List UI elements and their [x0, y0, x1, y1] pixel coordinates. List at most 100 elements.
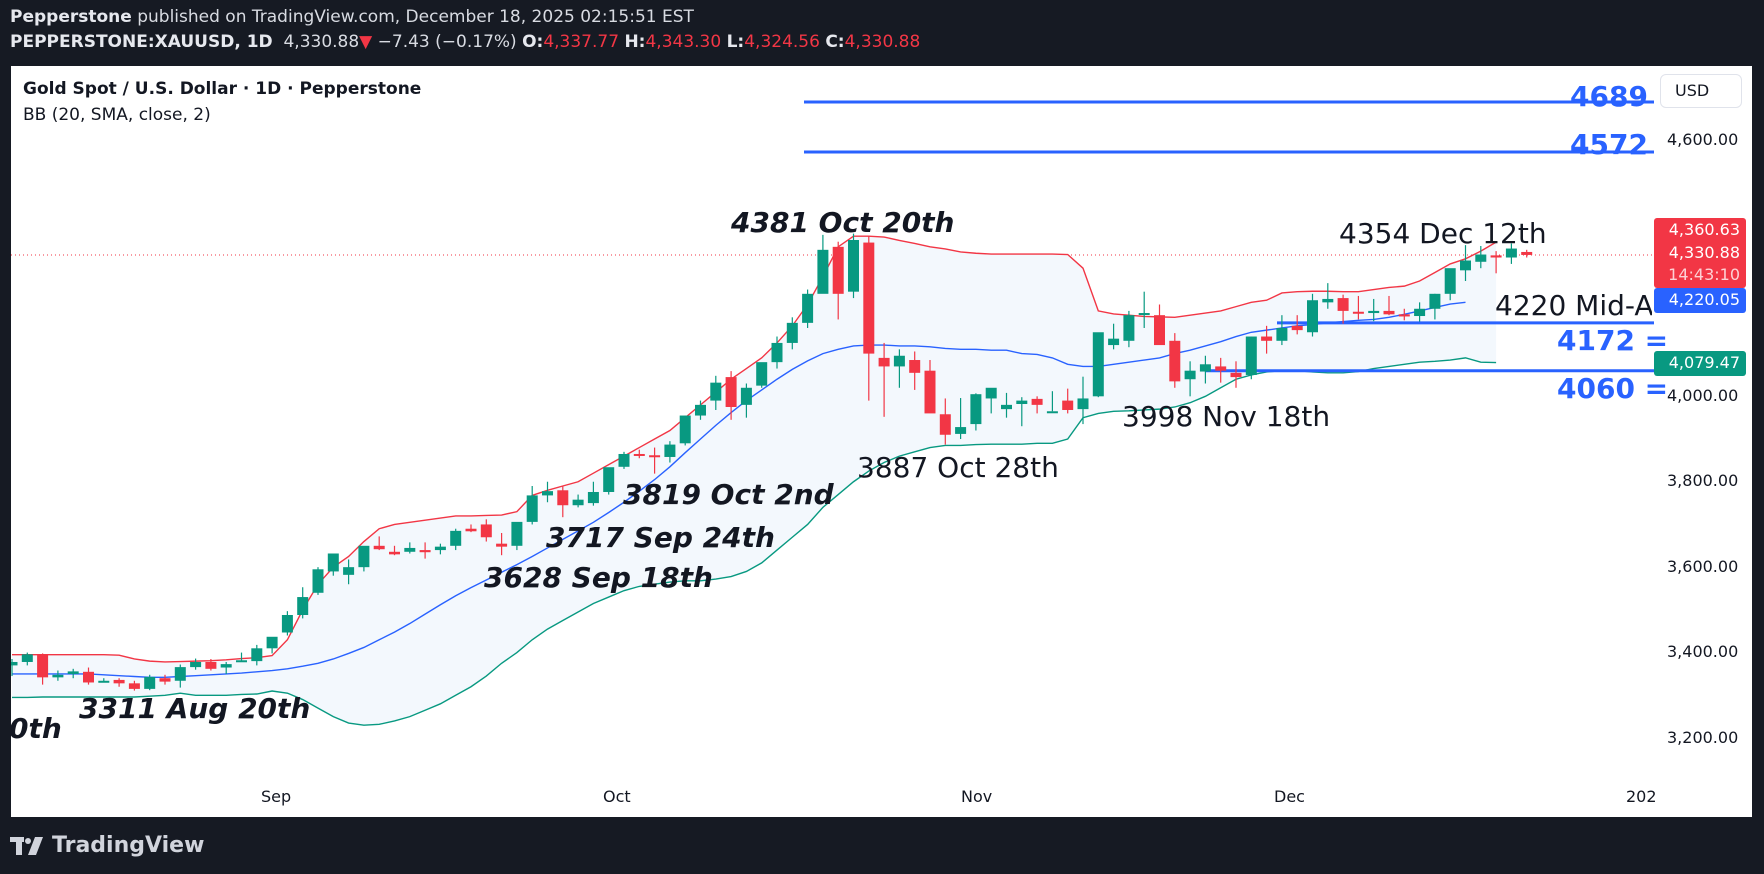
- candle-body[interactable]: [1322, 298, 1334, 303]
- candle-body[interactable]: [434, 546, 446, 551]
- candle-body[interactable]: [1046, 411, 1058, 414]
- candle-body[interactable]: [1077, 398, 1089, 410]
- annotation-label[interactable]: 4354 Dec 12th: [1339, 217, 1547, 250]
- candle-body[interactable]: [572, 499, 584, 506]
- level-label-4172[interactable]: 4172 =: [1557, 324, 1669, 357]
- candle-body[interactable]: [985, 387, 997, 399]
- candle-body[interactable]: [190, 661, 202, 668]
- candle-body[interactable]: [1521, 251, 1533, 255]
- candle-body[interactable]: [21, 654, 33, 662]
- candle-body[interactable]: [404, 547, 416, 552]
- candle-body[interactable]: [205, 661, 217, 669]
- candle-body[interactable]: [37, 654, 49, 678]
- candle-body[interactable]: [1016, 400, 1028, 405]
- candle-body[interactable]: [1154, 315, 1165, 346]
- currency-button[interactable]: USD: [1660, 74, 1742, 108]
- candle-body[interactable]: [1414, 308, 1426, 317]
- candle-body[interactable]: [1245, 336, 1257, 375]
- candle-body[interactable]: [373, 545, 385, 550]
- candle-body[interactable]: [1444, 268, 1456, 294]
- candle-body[interactable]: [1475, 254, 1487, 262]
- candle-body[interactable]: [618, 453, 630, 467]
- candle-body[interactable]: [281, 614, 293, 633]
- candle-body[interactable]: [587, 491, 599, 504]
- candle-body[interactable]: [725, 377, 737, 407]
- candle-body[interactable]: [848, 240, 859, 292]
- candle-body[interactable]: [236, 660, 247, 663]
- candle-body[interactable]: [419, 550, 431, 553]
- candle-body[interactable]: [480, 524, 492, 538]
- candlestick-chart[interactable]: [11, 66, 1752, 817]
- candle-body[interactable]: [174, 667, 186, 681]
- candle-body[interactable]: [1123, 315, 1135, 341]
- candle-body[interactable]: [98, 680, 110, 683]
- candle-body[interactable]: [909, 360, 921, 373]
- candle-body[interactable]: [220, 664, 232, 668]
- candle-body[interactable]: [1276, 327, 1288, 341]
- candle-body[interactable]: [1031, 398, 1043, 405]
- tradingview-logo[interactable]: TradingView: [10, 833, 204, 858]
- candle-body[interactable]: [465, 528, 477, 532]
- annotation-label[interactable]: 3717 Sep 24th: [546, 521, 775, 554]
- candle-body[interactable]: [1108, 338, 1120, 346]
- annotation-label[interactable]: 4220 Mid-A: [1495, 289, 1652, 322]
- candle-body[interactable]: [1199, 364, 1211, 372]
- indicator-legend[interactable]: BB (20, SMA, close, 2): [23, 105, 211, 125]
- candle-body[interactable]: [557, 490, 569, 506]
- candle-body[interactable]: [1337, 298, 1349, 311]
- candle-body[interactable]: [1138, 313, 1150, 316]
- candle-body[interactable]: [266, 636, 278, 649]
- candle-body[interactable]: [1291, 325, 1303, 331]
- annotation-label[interactable]: 0th: [9, 712, 62, 745]
- candle-body[interactable]: [542, 491, 553, 496]
- candle-body[interactable]: [740, 387, 752, 405]
- candle-body[interactable]: [710, 382, 722, 401]
- candle-body[interactable]: [1184, 370, 1196, 380]
- candle-body[interactable]: [251, 648, 263, 662]
- candle-body[interactable]: [450, 530, 462, 546]
- candle-body[interactable]: [1307, 300, 1318, 333]
- candle-body[interactable]: [11, 661, 18, 666]
- candle-body[interactable]: [1230, 372, 1242, 378]
- candle-body[interactable]: [939, 414, 951, 435]
- candle-body[interactable]: [955, 427, 967, 434]
- candle-body[interactable]: [756, 362, 768, 386]
- candle-body[interactable]: [1490, 255, 1502, 258]
- candle-body[interactable]: [526, 495, 538, 522]
- candle-body[interactable]: [113, 679, 125, 684]
- candle-body[interactable]: [389, 551, 400, 555]
- level-label-4060[interactable]: 4060 =: [1557, 372, 1669, 405]
- candle-body[interactable]: [1352, 311, 1364, 314]
- candle-body[interactable]: [970, 394, 982, 425]
- candle-body[interactable]: [1383, 310, 1395, 315]
- level-label-4572[interactable]: 4572: [1570, 128, 1648, 161]
- annotation-label[interactable]: 3887 Oct 28th: [857, 451, 1059, 484]
- candle-body[interactable]: [327, 553, 339, 572]
- candle-body[interactable]: [832, 246, 844, 294]
- candle-body[interactable]: [633, 453, 645, 456]
- candle-body[interactable]: [511, 521, 523, 546]
- candle-body[interactable]: [1429, 293, 1441, 309]
- candle-body[interactable]: [144, 676, 156, 689]
- candle-body[interactable]: [1169, 340, 1181, 382]
- candle-body[interactable]: [1368, 310, 1380, 314]
- candle-body[interactable]: [128, 683, 140, 689]
- candle-body[interactable]: [695, 404, 706, 416]
- candle-body[interactable]: [358, 545, 370, 568]
- candle-body[interactable]: [1062, 400, 1074, 410]
- candle-body[interactable]: [924, 370, 936, 414]
- annotation-label[interactable]: 3819 Oct 2nd: [623, 478, 834, 511]
- candle-body[interactable]: [1261, 336, 1273, 341]
- candle-body[interactable]: [496, 543, 508, 547]
- candle-body[interactable]: [312, 569, 324, 593]
- candle-body[interactable]: [343, 567, 355, 575]
- annotation-label[interactable]: 3628 Sep 18th: [484, 561, 713, 594]
- candle-body[interactable]: [649, 455, 661, 458]
- candle-body[interactable]: [893, 355, 905, 367]
- candle-body[interactable]: [817, 249, 829, 294]
- candle-body[interactable]: [771, 342, 783, 363]
- candle-body[interactable]: [1398, 314, 1410, 317]
- candle-body[interactable]: [297, 597, 309, 615]
- annotation-label[interactable]: 4381 Oct 20th: [731, 206, 955, 239]
- annotation-label[interactable]: 3311 Aug 20th: [79, 692, 311, 725]
